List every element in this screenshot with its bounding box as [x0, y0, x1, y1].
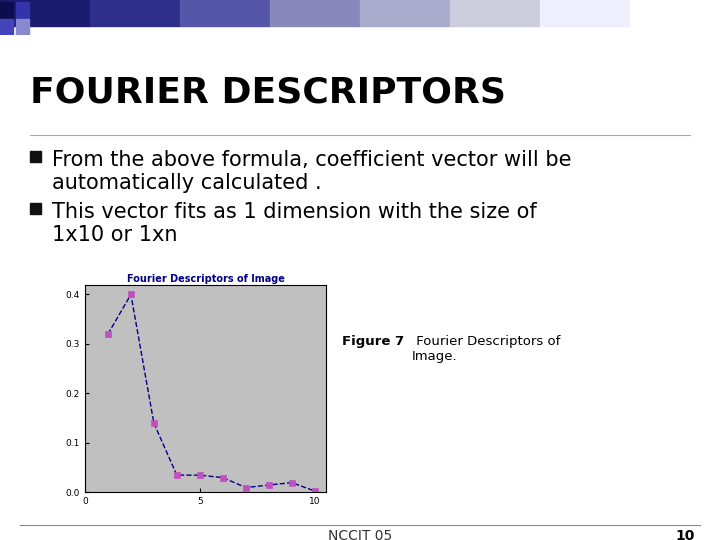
Text: From the above formula, coefficient vector will be: From the above formula, coefficient vect… [52, 150, 572, 170]
Bar [630, 0, 720, 26]
Text: NCCIT 05: NCCIT 05 [328, 529, 392, 540]
Bar [180, 0, 270, 26]
Bar [450, 0, 540, 26]
Text: 1x10 or 1xn: 1x10 or 1xn [52, 225, 178, 245]
Text: Figure 7: Figure 7 [342, 335, 404, 348]
Bar [0, 2, 13, 17]
Text: FOURIER DESCRIPTORS: FOURIER DESCRIPTORS [30, 75, 506, 109]
Bar [360, 0, 450, 26]
Bar [270, 0, 360, 26]
Bar [90, 0, 180, 26]
Bar [30, 203, 41, 214]
Bar [16, 19, 29, 35]
Text: automatically calculated .: automatically calculated . [52, 173, 322, 193]
Bar [540, 0, 630, 26]
Bar [0, 0, 90, 26]
Bar [16, 2, 29, 17]
Bar [0, 19, 13, 35]
Title: Fourier Descriptors of Image: Fourier Descriptors of Image [127, 274, 284, 284]
Text: This vector fits as 1 dimension with the size of: This vector fits as 1 dimension with the… [52, 202, 536, 222]
Text: 10: 10 [675, 529, 695, 540]
Text: Fourier Descriptors of
Image.: Fourier Descriptors of Image. [412, 335, 561, 363]
Bar [30, 151, 41, 162]
